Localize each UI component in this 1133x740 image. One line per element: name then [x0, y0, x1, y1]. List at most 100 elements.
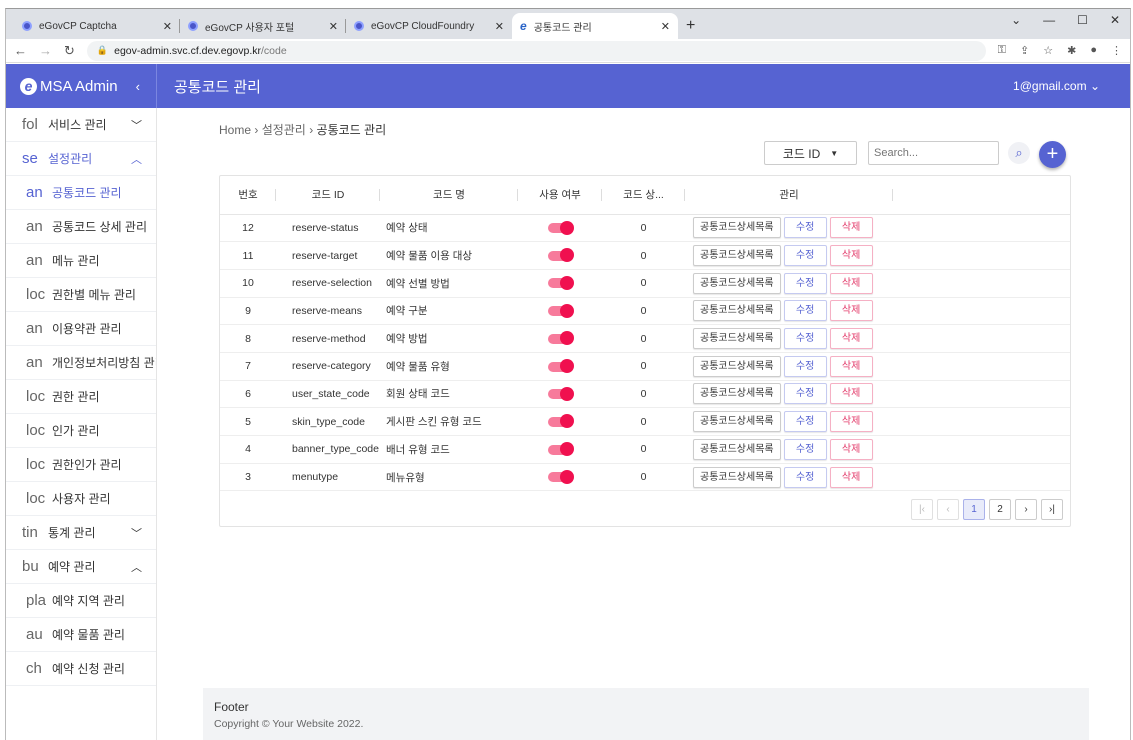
sidebar-item[interactable]: an 개인정보처리방침 관리 — [6, 346, 156, 380]
sidebar-item[interactable]: loc 권한 관리 — [6, 380, 156, 414]
sidebar-item[interactable]: loc 사용자 관리 — [6, 482, 156, 516]
browser-tab-active[interactable]: e 공통코드 관리 ✕ — [512, 13, 678, 39]
browser-tab[interactable]: eGovCP CloudFoundry ✕ — [346, 13, 512, 39]
delete-button[interactable]: 삭제 — [829, 328, 873, 350]
new-tab-icon[interactable]: + — [686, 17, 696, 34]
use-toggle[interactable] — [548, 303, 574, 318]
edit-button[interactable]: 수정 — [783, 245, 827, 267]
breadcrumb-home[interactable]: Home — [219, 123, 252, 137]
edit-button[interactable]: 수정 — [783, 438, 827, 460]
sidebar-item[interactable]: au 예약 물품 관리 — [6, 618, 156, 652]
sidebar-item[interactable]: an 공통코드 상세 관리 — [6, 210, 156, 244]
cell-no: 3 — [220, 463, 276, 492]
sidebar-item[interactable]: pla 예약 지역 관리 — [6, 584, 156, 618]
delete-button[interactable]: 삭제 — [829, 411, 873, 433]
use-toggle[interactable] — [548, 442, 574, 457]
cell-actions: 공통코드상세목록 수정 삭제 — [685, 435, 893, 464]
use-toggle[interactable] — [548, 359, 574, 373]
cell-code-name: 회원 상태 코드 — [380, 380, 518, 409]
delete-button[interactable]: 삭제 — [829, 466, 873, 488]
star-icon[interactable]: ☆ — [1043, 45, 1054, 57]
search-input[interactable] — [868, 141, 999, 165]
browser-tab[interactable]: eGovCP 사용자 포털 ✕ — [180, 13, 346, 39]
sidebar-item[interactable]: an 이용약관 관리 — [6, 312, 156, 346]
close-tab-icon[interactable]: ✕ — [162, 20, 172, 33]
share-icon[interactable]: ⇪ — [1020, 45, 1030, 57]
sidebar-item[interactable]: loc 권한별 메뉴 관리 — [6, 278, 156, 312]
back-icon[interactable]: ← — [14, 43, 27, 58]
delete-button[interactable]: 삭제 — [829, 300, 873, 322]
page-button[interactable]: 1 — [963, 499, 985, 520]
sidebar-item[interactable]: loc 인가 관리 — [6, 414, 156, 448]
sidebar-item[interactable]: fol 서비스 관리 ﹀ — [6, 108, 156, 142]
first-page-button[interactable]: |‹ — [911, 499, 933, 520]
close-tab-icon[interactable]: ✕ — [494, 20, 504, 33]
url-input[interactable]: 🔒 egov-admin.svc.cf.dev.egovp.kr/code — [86, 40, 986, 61]
reload-icon[interactable]: ↻ — [64, 42, 75, 58]
delete-button[interactable]: 삭제 — [829, 272, 873, 294]
collapse-sidebar-icon[interactable]: ‹ — [135, 78, 140, 94]
search-button[interactable]: ⌕ — [1008, 142, 1030, 164]
use-toggle[interactable] — [548, 248, 574, 263]
next-page-button[interactable]: › — [1015, 499, 1037, 520]
sidebar-item[interactable]: ch 예약 신청 관리 — [6, 652, 156, 686]
close-tab-icon[interactable]: ✕ — [660, 20, 670, 33]
edit-button[interactable]: 수정 — [783, 300, 827, 322]
sidebar-item[interactable]: an 공통코드 관리 — [6, 176, 156, 210]
tab-search-icon[interactable]: ⌄ — [1011, 13, 1022, 27]
edit-button[interactable]: 수정 — [783, 217, 827, 239]
close-window-icon[interactable]: ✕ — [1109, 13, 1120, 27]
edit-button[interactable]: 수정 — [783, 411, 827, 433]
sidebar-item[interactable]: se 설정관리 ︿ — [6, 142, 156, 176]
edit-button[interactable]: 수정 — [783, 355, 827, 377]
minimize-icon[interactable]: — — [1043, 13, 1056, 27]
search-field-select[interactable]: 코드 ID ▼ — [764, 141, 857, 165]
use-toggle[interactable] — [548, 275, 574, 290]
delete-button[interactable]: 삭제 — [829, 355, 873, 377]
pagination: |‹ ‹ 1 2 › ›| — [911, 499, 1063, 520]
edit-button[interactable]: 수정 — [783, 383, 827, 405]
detail-list-button[interactable]: 공통코드상세목록 — [693, 466, 781, 488]
user-menu[interactable]: 1@gmail.com ⌄ — [1013, 79, 1100, 93]
detail-list-button[interactable]: 공통코드상세목록 — [693, 438, 781, 460]
extensions-icon[interactable]: ✱ — [1067, 45, 1077, 57]
use-toggle[interactable] — [548, 414, 574, 429]
use-toggle[interactable] — [548, 331, 574, 346]
detail-list-button[interactable]: 공통코드상세목록 — [693, 383, 781, 405]
profile-avatar[interactable]: ● — [1090, 44, 1097, 56]
table-row: 8 reserve-method 예약 방법 0 공통코드상세목록 수정 삭제 — [220, 324, 1070, 353]
detail-list-button[interactable]: 공통코드상세목록 — [693, 217, 781, 239]
brand[interactable]: e MSA Admin ‹ — [6, 64, 157, 108]
edit-button[interactable]: 수정 — [783, 272, 827, 294]
page-button[interactable]: 2 — [989, 499, 1011, 520]
forward-icon[interactable]: → — [39, 43, 52, 58]
delete-button[interactable]: 삭제 — [829, 217, 873, 239]
breadcrumb-settings[interactable]: 설정관리 — [261, 123, 306, 137]
sidebar-item[interactable]: loc 권한인가 관리 — [6, 448, 156, 482]
detail-list-button[interactable]: 공통코드상세목록 — [693, 411, 781, 433]
add-code-button[interactable]: + — [1039, 141, 1066, 168]
delete-button[interactable]: 삭제 — [829, 383, 873, 405]
sidebar-item[interactable]: bu 예약 관리 ︿ — [6, 550, 156, 584]
detail-list-button[interactable]: 공통코드상세목록 — [693, 245, 781, 267]
delete-button[interactable]: 삭제 — [829, 245, 873, 267]
delete-button[interactable]: 삭제 — [829, 438, 873, 460]
detail-list-button[interactable]: 공통코드상세목록 — [693, 355, 781, 377]
detail-list-button[interactable]: 공통코드상세목록 — [693, 328, 781, 350]
sidebar-item[interactable]: tin 통계 관리 ﹀ — [6, 516, 156, 550]
edit-button[interactable]: 수정 — [783, 328, 827, 350]
maximize-icon[interactable]: ☐ — [1077, 13, 1088, 27]
use-toggle[interactable] — [548, 220, 574, 235]
detail-list-button[interactable]: 공통코드상세목록 — [693, 300, 781, 322]
menu-icon[interactable]: ⋮ — [1111, 45, 1122, 57]
key-icon[interactable]: ⚿ — [997, 44, 1007, 56]
prev-page-button[interactable]: ‹ — [937, 499, 959, 520]
sidebar-item[interactable]: an 메뉴 관리 — [6, 244, 156, 278]
use-toggle[interactable] — [548, 386, 574, 401]
detail-list-button[interactable]: 공통코드상세목록 — [693, 272, 781, 294]
browser-tab[interactable]: eGovCP Captcha ✕ — [14, 13, 180, 39]
edit-button[interactable]: 수정 — [783, 466, 827, 488]
last-page-button[interactable]: ›| — [1041, 499, 1063, 520]
close-tab-icon[interactable]: ✕ — [328, 20, 338, 33]
use-toggle[interactable] — [548, 469, 574, 484]
